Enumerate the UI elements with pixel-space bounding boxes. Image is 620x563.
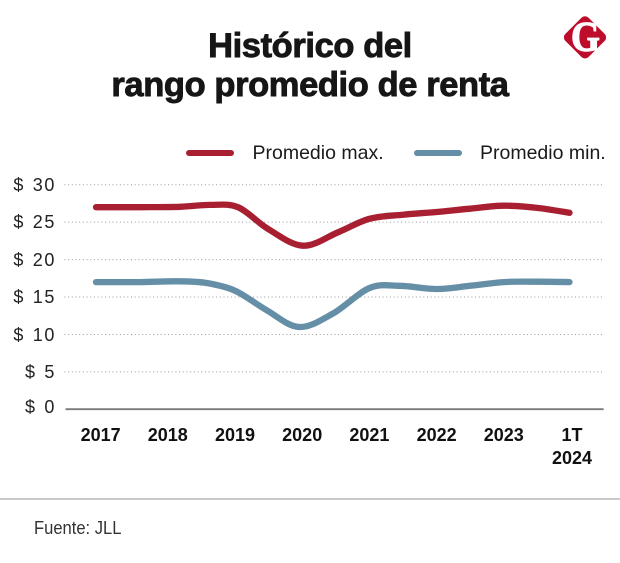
svg-text:G: G: [571, 13, 600, 61]
